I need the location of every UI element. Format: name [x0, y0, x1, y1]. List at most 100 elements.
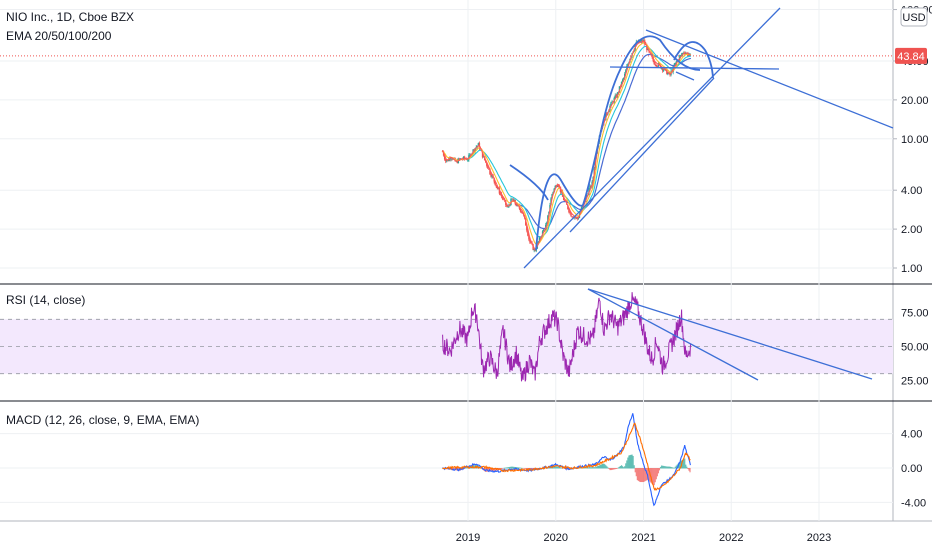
price-candle — [662, 69, 665, 71]
price-candle — [542, 229, 545, 232]
macd-histogram-bar — [667, 466, 669, 469]
macd-histogram-bar — [605, 465, 607, 469]
macd-histogram-bar — [488, 468, 490, 472]
macd-histogram-bar — [622, 466, 624, 469]
currency-label: USD — [902, 12, 925, 24]
macd-histogram-bar — [668, 466, 670, 469]
macd-histogram-bar — [524, 468, 526, 469]
macd-histogram-bar — [652, 468, 654, 485]
macd-histogram-bar — [687, 468, 689, 470]
macd-histogram-bar — [473, 465, 475, 469]
macd-histogram-bar — [519, 467, 522, 469]
macd-histogram-bar — [586, 467, 588, 469]
macd-histogram-bar — [532, 468, 534, 470]
price-candle — [450, 158, 452, 160]
macd-histogram-bar — [623, 467, 625, 469]
price-candle — [556, 184, 559, 187]
macd-histogram-bar — [673, 467, 675, 469]
rsi-tick-label: 25.00 — [901, 376, 929, 388]
macd-histogram-bar — [500, 468, 503, 470]
y-tick-label: 20.00 — [901, 95, 929, 107]
macd-histogram-bar — [598, 465, 601, 469]
y-tick-label: 10.00 — [901, 134, 929, 146]
y-tick-label: 1.00 — [901, 263, 922, 275]
macd-histogram-bar — [517, 467, 519, 469]
macd-histogram-bar — [616, 468, 618, 469]
macd-histogram-bar — [545, 467, 547, 469]
macd-histogram-bar — [627, 457, 629, 469]
price-candle — [590, 185, 592, 187]
macd-histogram-bar — [675, 465, 677, 469]
price-candle — [574, 216, 576, 218]
macd-tick-label: 0.00 — [901, 463, 922, 475]
price-candle — [655, 64, 658, 67]
price-candle — [456, 160, 458, 164]
macd-histogram-bar — [683, 459, 685, 469]
macd-histogram-bar — [682, 459, 684, 469]
support-trendline-steep — [569, 77, 715, 233]
price-candle — [624, 73, 626, 78]
macd-histogram-bar — [650, 468, 652, 483]
macd-histogram-bar — [611, 468, 613, 470]
rsi-tick-label: 75.00 — [901, 308, 929, 320]
macd-histogram-bar — [587, 467, 589, 469]
macd-histogram-bar — [643, 468, 645, 482]
y-tick-label: 2.00 — [901, 224, 922, 236]
macd-histogram-bar — [506, 467, 508, 469]
price-candle — [621, 79, 624, 82]
price-candle — [539, 237, 542, 239]
price-candle — [445, 159, 447, 162]
x-tick-label: 2019 — [456, 532, 480, 544]
gridlines — [0, 0, 893, 521]
price-candle — [490, 174, 492, 177]
price-candle — [467, 159, 469, 161]
macd-histogram-bar — [597, 465, 599, 469]
price-candle — [568, 209, 570, 213]
macd-histogram-bar — [613, 468, 615, 470]
macd-histogram-bar — [685, 464, 687, 469]
x-tick-label: 2023 — [807, 532, 831, 544]
macd-histogram-bar — [688, 468, 690, 471]
currency-badge[interactable] — [900, 7, 928, 27]
price-candle — [447, 160, 449, 162]
macd-histogram-bar — [556, 466, 558, 469]
price-candle — [521, 212, 524, 214]
macd-histogram-bar — [552, 466, 554, 469]
ema-50-line — [442, 42, 692, 245]
macd-histogram-bar — [657, 468, 660, 474]
price-candle — [626, 66, 628, 71]
macd-histogram-bar — [615, 468, 617, 469]
macd-histogram-bar — [635, 468, 637, 477]
price-candle — [562, 196, 565, 201]
macd-histogram-bar — [628, 455, 630, 469]
macd-histogram-bar — [557, 466, 559, 469]
macd-histogram-bar — [550, 467, 552, 469]
macd-histogram-bar — [490, 468, 492, 472]
macd-histogram-bar — [618, 466, 621, 469]
macd-histogram-bar — [559, 467, 562, 469]
price-candle — [462, 156, 465, 160]
price-candle — [520, 211, 523, 213]
price-candle — [654, 64, 656, 66]
trendline-drawings[interactable] — [509, 7, 894, 381]
macd-histogram-bar — [659, 466, 662, 469]
macd-histogram-bar — [684, 458, 686, 469]
macd-histogram-bar — [494, 468, 496, 471]
cup-left-arc — [582, 35, 701, 206]
macd-histogram-bar — [686, 466, 688, 469]
price-candle — [614, 95, 616, 98]
macd-histogram-bar — [656, 468, 658, 477]
macd-histogram-bar — [634, 468, 636, 473]
price-candle — [611, 101, 613, 103]
rsi-trendline-1 — [587, 288, 759, 381]
price-candle — [606, 113, 608, 115]
price-candle — [512, 198, 514, 201]
macd-histogram-bar — [591, 467, 593, 469]
macd-histogram-bar — [558, 467, 561, 469]
price-candle — [489, 169, 491, 175]
macd-histogram-bar — [660, 465, 663, 469]
rsi-tick-label: 50.00 — [901, 342, 929, 354]
price-candle — [564, 200, 566, 201]
macd-histogram-bar — [507, 467, 509, 469]
